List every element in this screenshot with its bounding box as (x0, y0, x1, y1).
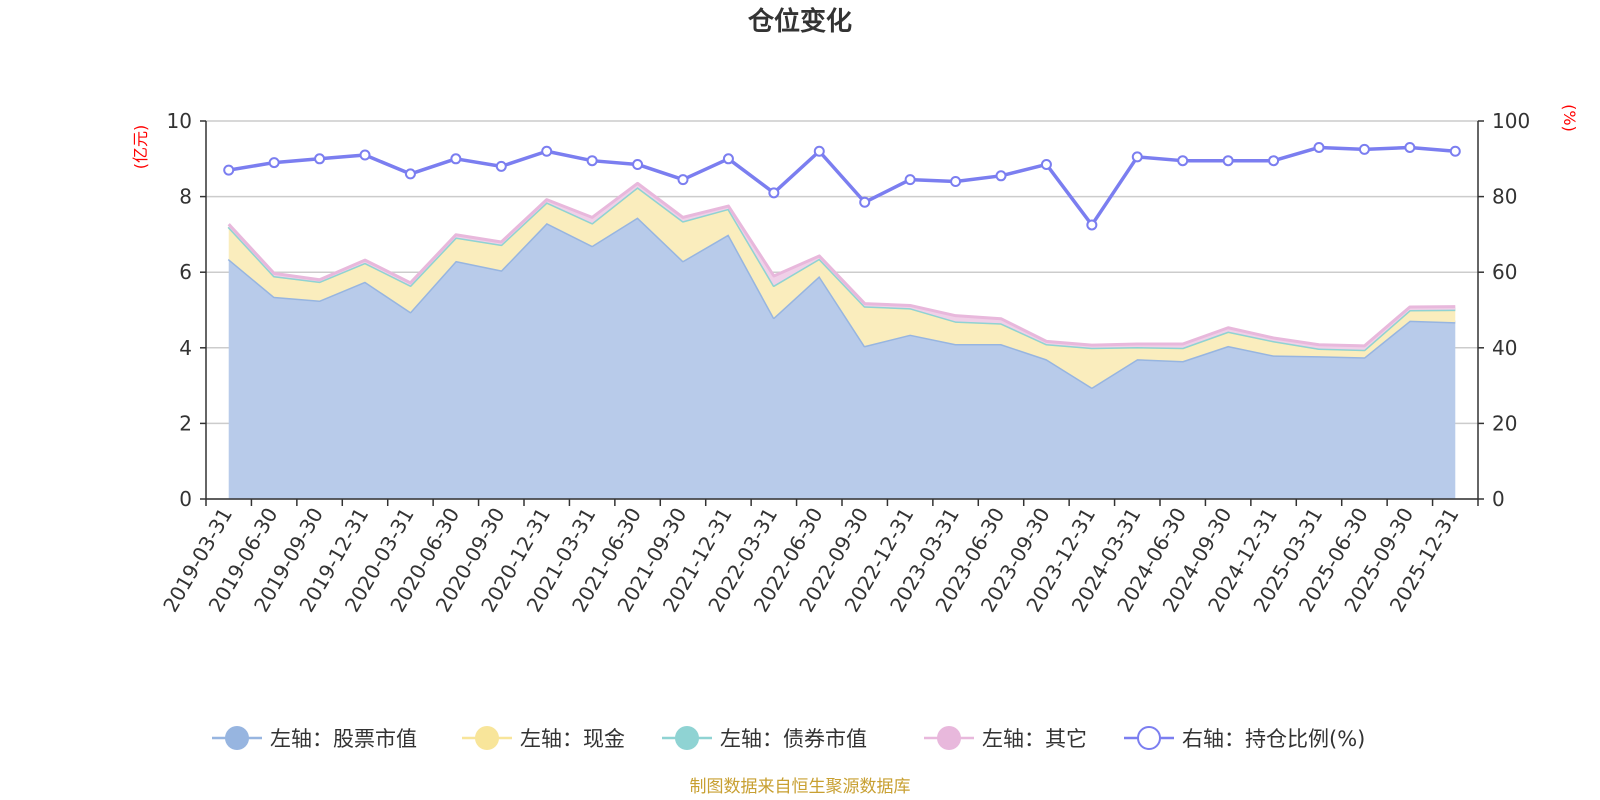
ratio-point (677, 174, 689, 186)
left-tick-label: 10 (167, 109, 192, 133)
legend-swatch-marker (1137, 726, 1161, 750)
left-tick-label: 0 (179, 487, 192, 511)
ratio-point (768, 187, 780, 199)
area-edge-series-3 (227, 181, 1456, 348)
area-fill-series-0 (228, 217, 1456, 499)
ratio-point (1268, 155, 1280, 167)
ratio-point (1358, 143, 1370, 155)
ratio-point (1222, 155, 1234, 167)
ratio-line (223, 141, 1461, 231)
ratio-point (813, 145, 825, 157)
legend-item: 右轴：持仓比例(%) (1124, 726, 1365, 751)
legend: 左轴：股票市值 左轴：现金 左轴：债券市值 左轴：其它 右轴：持仓比例(%) (212, 726, 1365, 751)
ratio-point (1177, 155, 1189, 167)
right-tick-label: 0 (1492, 487, 1505, 511)
left-tick-label: 8 (179, 185, 192, 209)
ratio-line-path (228, 145, 1456, 227)
legend-label: 左轴：其它 (982, 727, 1087, 751)
legend-label: 左轴：现金 (520, 727, 625, 751)
ratio-point (1404, 141, 1416, 153)
ratio-point (1449, 145, 1461, 157)
right-tick-label: 20 (1492, 411, 1517, 435)
legend-item: 左轴：债券市值 (662, 726, 867, 751)
ratio-point (859, 196, 871, 208)
legend-swatch-marker (225, 726, 249, 750)
legend-label: 左轴：债券市值 (720, 727, 867, 751)
left-tick-label: 4 (179, 336, 192, 360)
ratio-point (722, 153, 734, 165)
ratio-point (450, 153, 462, 165)
ratio-point (1040, 158, 1052, 170)
stacked-areas (227, 181, 1456, 499)
data-source-note: 制图数据来自恒生聚源数据库 (690, 777, 911, 797)
chart-title: 仓位变化 (747, 6, 852, 37)
right-axis-unit: (%) (1560, 104, 1579, 132)
right-tick-label: 60 (1492, 260, 1517, 284)
ratio-point (1313, 141, 1325, 153)
legend-label: 左轴：股票市值 (270, 727, 417, 751)
ratio-point (541, 145, 553, 157)
legend-swatch-marker (675, 726, 699, 750)
right-tick-label: 80 (1492, 185, 1517, 209)
legend-item: 左轴：其它 (924, 726, 1087, 751)
legend-item: 左轴：股票市值 (212, 726, 417, 751)
ratio-point (359, 149, 371, 161)
ratio-point (995, 170, 1007, 182)
legend-item: 左轴：现金 (462, 726, 625, 751)
right-tick-label: 40 (1492, 336, 1517, 360)
right-tick-label: 100 (1492, 109, 1530, 133)
ratio-point (495, 160, 507, 172)
legend-swatch-marker (937, 726, 961, 750)
ratio-point (1086, 219, 1098, 231)
ratio-point (268, 157, 280, 169)
ratio-point (404, 168, 416, 180)
ratio-point (950, 175, 962, 187)
ratio-point (586, 155, 598, 167)
left-axis-unit: (亿元) (131, 125, 150, 170)
left-tick-label: 2 (179, 411, 192, 435)
area-fill-series-1 (228, 187, 1456, 388)
left-tick-label: 6 (179, 260, 192, 284)
ratio-point (223, 164, 235, 176)
ratio-point (314, 153, 326, 165)
ratio-point (904, 174, 916, 186)
ratio-point (632, 158, 644, 170)
legend-label: 右轴：持仓比例(%) (1182, 727, 1365, 751)
legend-swatch-marker (475, 726, 499, 750)
ratio-point (1131, 151, 1143, 163)
